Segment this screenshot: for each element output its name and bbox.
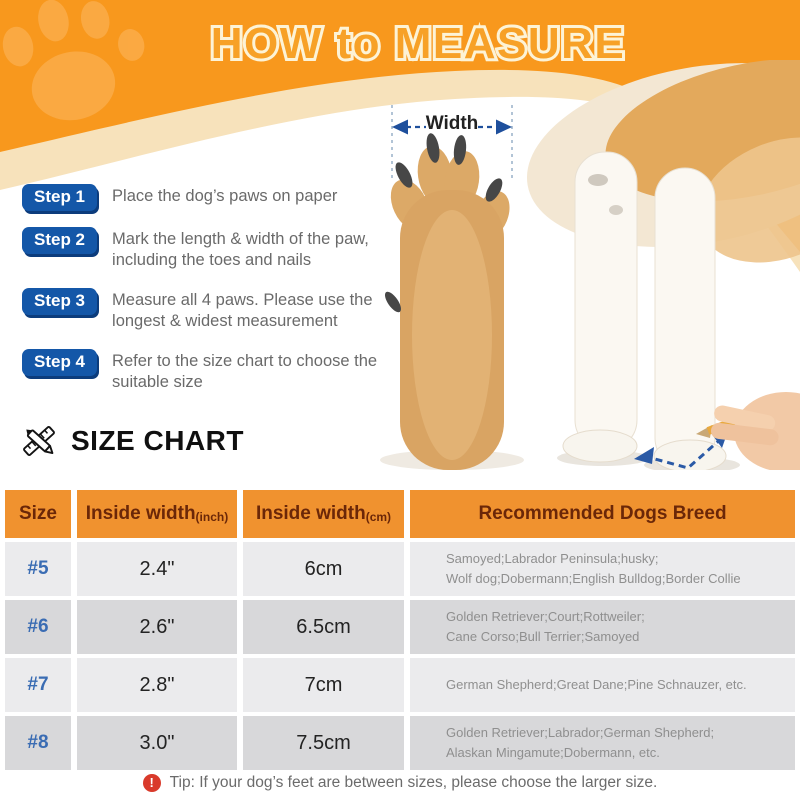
inch-cell: 2.4" xyxy=(77,542,237,596)
step-text: Mark the length & width of the paw, incl… xyxy=(112,230,369,270)
breeds-line: Samoyed;Labrador Peninsula;husky; xyxy=(446,550,659,566)
size-cell: #8 xyxy=(5,716,71,770)
breeds-line: Cane Corso;Bull Terrier;Samoyed xyxy=(446,629,640,644)
standing-dog xyxy=(526,60,800,470)
table-row: #7 2.8" 7cm German Shepherd;Great Dane;P… xyxy=(5,658,795,712)
size-chart-table: Size Inside width (inch) Inside width (cm)… xyxy=(5,490,795,770)
step-badge: Step 2 xyxy=(22,227,98,254)
col-label: Inside width xyxy=(255,503,366,524)
col-unit: (cm) xyxy=(365,510,392,524)
table-header-row: Size Inside width (inch) Inside width (cm)… xyxy=(5,490,795,538)
tip-text: Tip: If your dog’s feet are between size… xyxy=(169,774,658,791)
step-badge: Step 4 xyxy=(22,348,98,376)
col-header-cm: Inside width (cm) xyxy=(243,490,404,538)
col-label: Inside width xyxy=(85,503,196,524)
step-text: Measure all 4 paws. Please use the longe… xyxy=(112,290,373,331)
inch-cell: 3.0" xyxy=(77,716,237,770)
cm-cell: 6.5cm xyxy=(243,600,404,654)
step-badge: Step 1 xyxy=(22,184,98,211)
tip-note: ! Tip: If your dog’s feet are between si… xyxy=(0,774,800,792)
breeds-cell: German Shepherd;Great Dane;Pine Schnauze… xyxy=(410,658,795,712)
step-text: Refer to the size chart to choose the su… xyxy=(112,351,378,392)
inch-cell: 2.8" xyxy=(77,658,237,712)
page-title: HOW to MEASURE xyxy=(208,16,627,71)
breeds-line: Golden Retriever;Labrador;German Shepher… xyxy=(446,724,715,740)
step-badge: Step 3 xyxy=(22,287,98,315)
exclamation-circle-icon: ! xyxy=(142,774,161,792)
step-item-4: Step 4 Refer to the size chart to choose… xyxy=(22,348,382,394)
size-chart-heading: SIZE CHART xyxy=(20,422,244,460)
breeds-line: Golden Retriever;Court;Rottweiler; xyxy=(446,608,645,624)
width-measurement-label: Width xyxy=(425,113,479,134)
breeds-cell: Samoyed;Labrador Peninsula;husky; Wolf d… xyxy=(410,542,795,596)
breeds-line: German Shepherd;Great Dane;Pine Schnauze… xyxy=(446,676,747,692)
step-text: Place the dog’s paws on paper xyxy=(112,187,338,205)
steps-list: Step 1 Place the dog’s paws on paper Ste… xyxy=(22,184,382,410)
paw-claws xyxy=(384,133,503,313)
size-cell: #7 xyxy=(5,658,71,712)
size-cell: #6 xyxy=(5,600,71,654)
breeds-line: Alaskan Mingamute;Dobermann, etc. xyxy=(446,745,660,760)
title-text: HOW to MEASURE xyxy=(211,19,626,68)
measured-paw xyxy=(380,133,524,470)
breeds-cell: Golden Retriever;Labrador;German Shepher… xyxy=(410,716,795,770)
col-unit: (inch) xyxy=(195,510,229,524)
table-row: #6 2.6" 6.5cm Golden Retriever;Court;Rot… xyxy=(5,600,795,654)
step-item-1: Step 1 Place the dog’s paws on paper xyxy=(22,184,382,211)
size-chart-title: SIZE CHART xyxy=(71,425,244,456)
breeds-line: Wolf dog;Dobermann;English Bulldog;Borde… xyxy=(446,571,741,586)
step-item-2: Step 2 Mark the length & width of the pa… xyxy=(22,227,382,272)
tracing-arrow xyxy=(634,431,728,470)
inch-cell: 2.6" xyxy=(77,600,237,654)
step-item-3: Step 3 Measure all 4 paws. Please use th… xyxy=(22,287,382,333)
ruler-pencil-icon xyxy=(23,426,55,456)
col-header-inch: Inside width (inch) xyxy=(77,490,237,538)
cm-cell: 7.5cm xyxy=(243,716,404,770)
breeds-cell: Golden Retriever;Court;Rottweiler; Cane … xyxy=(410,600,795,654)
cm-cell: 6cm xyxy=(243,542,404,596)
table-row: #5 2.4" 6cm Samoyed;Labrador Peninsula;h… xyxy=(5,542,795,596)
cm-cell: 7cm xyxy=(243,658,404,712)
size-cell: #5 xyxy=(5,542,71,596)
col-header-size: Size xyxy=(5,490,71,538)
hand-with-pencil xyxy=(696,392,800,470)
table-row: #8 3.0" 7.5cm Golden Retriever;Labrador;… xyxy=(5,716,795,770)
col-header-breeds: Recommended Dogs Breed xyxy=(410,490,795,538)
